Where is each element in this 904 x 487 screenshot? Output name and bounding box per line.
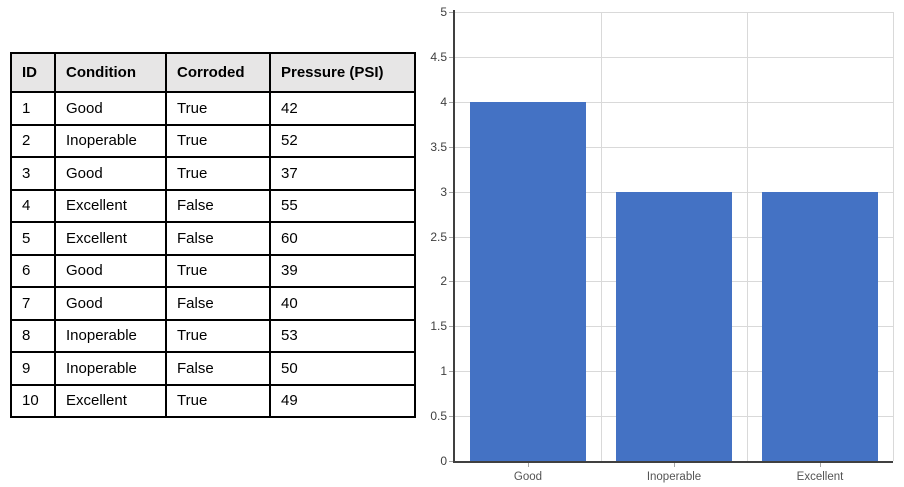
x-tick-mark (528, 463, 529, 467)
cell-condition: Inoperable (54, 351, 167, 386)
table-row: 3 Good True 37 (10, 156, 416, 191)
y-axis (453, 10, 455, 461)
y-tick-label: 0.5 (430, 409, 447, 424)
cell-condition: Excellent (54, 383, 167, 418)
table-header-row: ID Condition Corroded Pressure (PSI) (10, 52, 416, 93)
x-tick-mark (674, 463, 675, 467)
table-row: 6 Good True 39 (10, 253, 416, 288)
cell-condition: Excellent (54, 221, 167, 256)
x-axis (453, 461, 893, 463)
cell-id: 6 (10, 253, 56, 288)
y-tick-mark (449, 371, 455, 373)
cell-id: 5 (10, 221, 56, 256)
y-tick-label: 2 (440, 274, 447, 289)
table-row: 2 Inoperable True 52 (10, 123, 416, 158)
cell-corroded: True (165, 318, 271, 353)
cell-pressure: 40 (269, 286, 416, 321)
cell-id: 3 (10, 156, 56, 191)
table-row: 10 Excellent True 49 (10, 383, 416, 418)
cell-corroded: True (165, 123, 271, 158)
table-body: 1 Good True 42 2 Inoperable True 52 3 Good True 37 4… (10, 91, 416, 418)
cell-id: 8 (10, 318, 56, 353)
cell-corroded: False (165, 188, 271, 223)
column-header-condition: Condition (54, 52, 167, 93)
pipe-data-table: ID Condition Corroded Pressure (PSI) 1 Good T… (10, 52, 416, 418)
cell-id: 10 (10, 383, 56, 418)
table-row: 5 Excellent False 60 (10, 221, 416, 256)
y-tick-label: 4.5 (430, 49, 447, 64)
y-tick-mark (449, 12, 455, 13)
bar-inoperable (615, 191, 733, 461)
cell-condition: Good (54, 156, 167, 191)
cell-corroded: True (165, 253, 271, 288)
y-tick-label: 1.5 (430, 319, 447, 334)
cell-pressure: 55 (269, 188, 416, 223)
vertical-gridline (747, 12, 748, 461)
cell-condition: Inoperable (54, 318, 167, 353)
cell-id: 7 (10, 286, 56, 321)
bar-good (469, 101, 587, 461)
cell-pressure: 39 (269, 253, 416, 288)
y-tick-mark (449, 56, 455, 58)
y-tick-mark (449, 416, 455, 418)
horizontal-gridline (455, 101, 893, 103)
table-row: 9 Inoperable False 50 (10, 351, 416, 386)
cell-corroded: True (165, 383, 271, 418)
cell-pressure: 49 (269, 383, 416, 418)
y-tick-mark (449, 461, 455, 462)
y-tick-mark (449, 146, 455, 148)
y-tick-label: 4 (440, 94, 447, 109)
cell-condition: Inoperable (54, 123, 167, 158)
cell-id: 4 (10, 188, 56, 223)
column-header-corroded: Corroded (165, 52, 271, 93)
y-tick-mark (449, 281, 455, 283)
cell-corroded: False (165, 286, 271, 321)
horizontal-gridline (455, 56, 893, 58)
cell-condition: Excellent (54, 188, 167, 223)
cell-corroded: True (165, 91, 271, 126)
column-header-pressure: Pressure (PSI) (269, 52, 416, 93)
bar-chart: 0 0.5 1 1.5 2 2.5 3 3.5 4 4.5 5 Good Inoperable Excel… (420, 0, 904, 487)
cell-pressure: 53 (269, 318, 416, 353)
y-tick-label: 5 (440, 5, 447, 19)
y-tick-label: 2.5 (430, 229, 447, 244)
cell-condition: Good (54, 253, 167, 288)
cell-id: 1 (10, 91, 56, 126)
table-row: 7 Good False 40 (10, 286, 416, 321)
x-tick-label: Good (513, 471, 543, 483)
table-row: 8 Inoperable True 53 (10, 318, 416, 353)
cell-corroded: True (165, 156, 271, 191)
x-tick-mark (820, 463, 821, 467)
y-tick-label: 3.5 (430, 139, 447, 154)
y-tick-mark (449, 236, 455, 238)
cell-pressure: 60 (269, 221, 416, 256)
x-tick-label: Excellent (796, 471, 844, 483)
table-row: 4 Excellent False 55 (10, 188, 416, 223)
cell-id: 2 (10, 123, 56, 158)
table-row: 1 Good True 42 (10, 91, 416, 126)
y-tick-mark (449, 326, 455, 328)
horizontal-gridline (455, 12, 893, 13)
cell-pressure: 42 (269, 91, 416, 126)
horizontal-gridline (455, 146, 893, 148)
y-tick-mark (449, 101, 455, 103)
vertical-gridline (893, 12, 894, 461)
cell-id: 9 (10, 351, 56, 386)
y-tick-mark (449, 191, 455, 193)
y-tick-label: 0 (440, 454, 447, 468)
cell-pressure: 37 (269, 156, 416, 191)
cell-corroded: False (165, 351, 271, 386)
y-tick-label: 3 (440, 184, 447, 199)
y-tick-label: 1 (440, 364, 447, 379)
cell-pressure: 50 (269, 351, 416, 386)
bar-excellent (761, 191, 879, 461)
vertical-gridline (601, 12, 602, 461)
cell-pressure: 52 (269, 123, 416, 158)
cell-condition: Good (54, 286, 167, 321)
cell-condition: Good (54, 91, 167, 126)
column-header-id: ID (10, 52, 56, 93)
x-tick-label: Inoperable (646, 471, 702, 483)
cell-corroded: False (165, 221, 271, 256)
